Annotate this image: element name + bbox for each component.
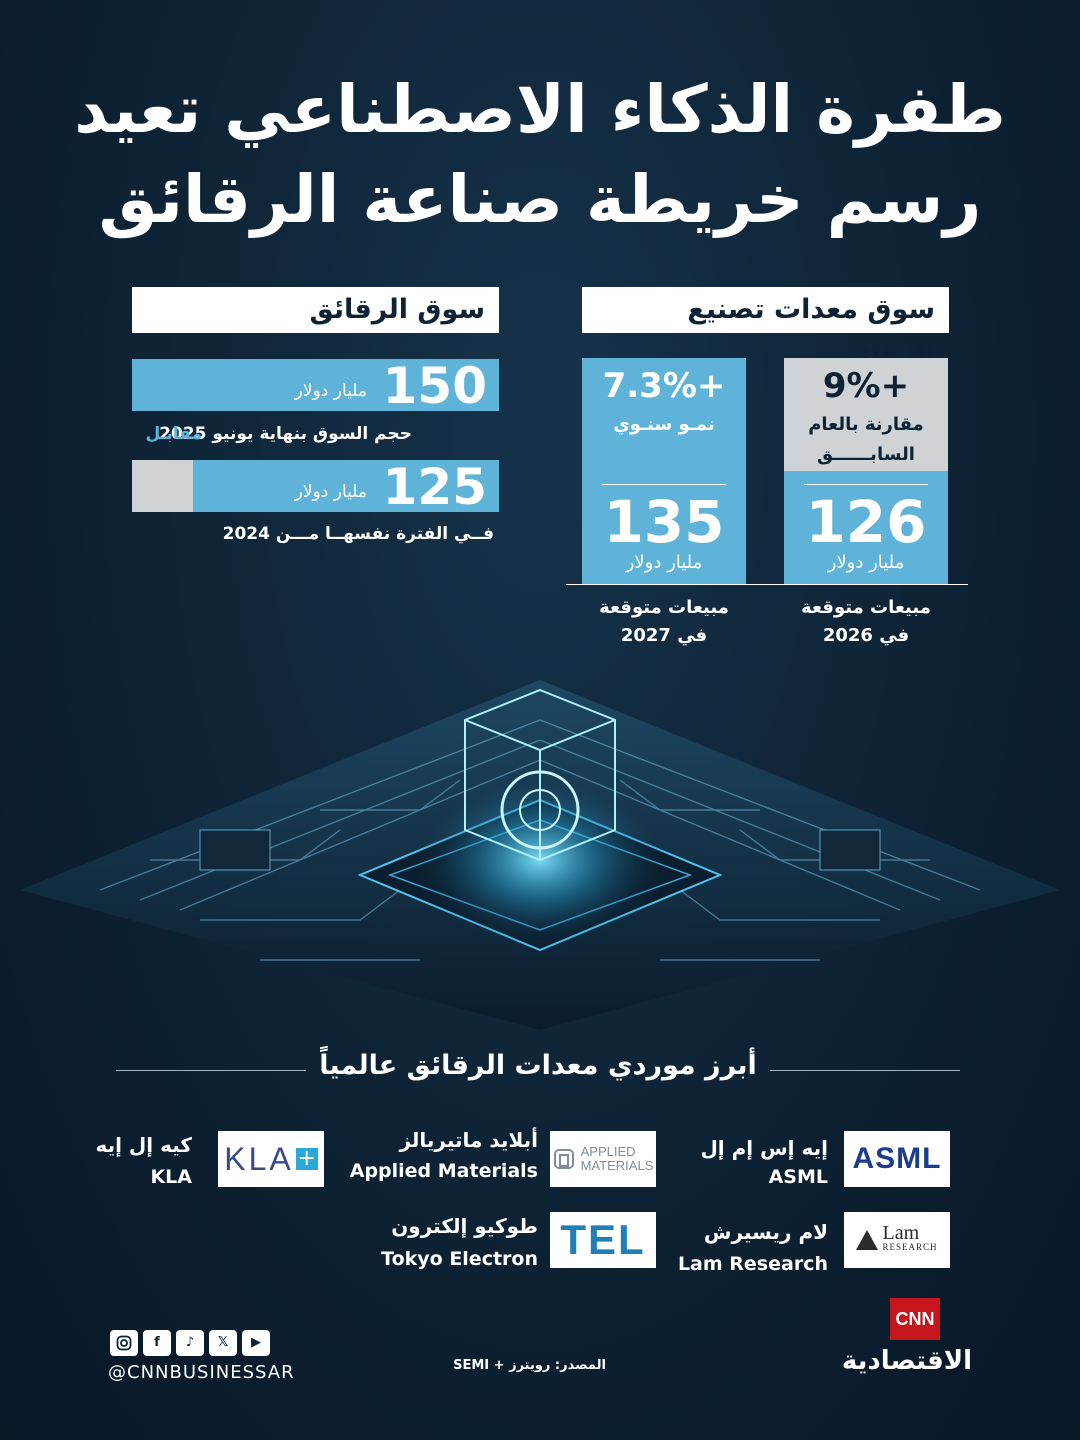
applied-materials-name-en: Applied Materials: [349, 1160, 538, 1182]
equipment-2027-unit: مليار دولار: [625, 552, 703, 573]
equipment-2026-growth-panel: [784, 358, 948, 471]
chip-market-current-value: 150: [382, 357, 487, 415]
youtube-icon[interactable]: ▶: [242, 1330, 270, 1356]
chip-market-current-unit: مليار دولار: [294, 381, 367, 401]
brand-arabic-wordmark: الاقتصادية: [841, 1346, 972, 1376]
equipment-2027-growth: +7.3%: [602, 366, 726, 406]
suppliers-divider-right: [770, 1070, 960, 1071]
equipment-2026-value: 126: [805, 488, 927, 556]
applied-materials-mark-icon: [553, 1149, 574, 1169]
chip-market-previous-bar: 125 مليار دولار: [132, 458, 499, 516]
equipment-2026-unit: مليار دولار: [827, 552, 905, 573]
equipment-market-header: سوق معدات تصنيع الرقائق: [582, 287, 949, 371]
equipment-2027-box: +7.3% نمـو سنـوي 135 مليار دولار: [582, 358, 746, 584]
kla-plus-icon: +: [295, 1146, 318, 1171]
cnn-logo: CNN: [890, 1298, 940, 1340]
tokyo-electron-name-ar: طوكيو إلكترون: [391, 1214, 538, 1238]
applied-materials-name-ar: أبلايد ماتيريالز: [399, 1128, 538, 1152]
lam-research-logo: Lam RESEARCH: [844, 1212, 950, 1268]
equipment-2027-caption-1: مبيعات متوقعة: [599, 597, 729, 618]
equipment-2026-growth: +9%: [822, 366, 910, 406]
equipment-2026-caption-1: مبيعات متوقعة: [801, 597, 931, 618]
suppliers-header: أبرز موردي معدات الرقائق عالمياً: [319, 1050, 757, 1081]
kla-logo: KLA +: [218, 1131, 324, 1187]
chip-market-header: سوق الرقائق: [132, 287, 499, 333]
asml-name-en: ASML: [768, 1166, 828, 1188]
social-handle[interactable]: @CNNBUSINESSAR: [108, 1362, 295, 1383]
tiktok-icon[interactable]: ♪: [176, 1330, 204, 1356]
equipment-2026-separator: [804, 484, 928, 485]
asml-logo: ASML: [844, 1131, 950, 1187]
x-icon[interactable]: 𝕏: [209, 1330, 237, 1356]
chip-market-current-bar: 150 مليار دولار: [132, 357, 499, 415]
chip-market-previous-value: 125: [382, 458, 487, 516]
lam-research-mark-icon: [856, 1230, 879, 1250]
chip-market-previous-unit: مليار دولار: [294, 482, 367, 502]
chip-market-previous-fill: [193, 460, 499, 512]
instagram-icon[interactable]: [110, 1330, 138, 1356]
kla-name-en: KLA: [150, 1166, 192, 1188]
chip-market-previous-caption: فــي الفترة نفسهــا مـــن 2024: [222, 524, 494, 544]
asml-name-ar: إيه إس إم إل: [700, 1136, 828, 1160]
lam-research-name-ar: لام ريسيرش: [703, 1220, 828, 1244]
equipment-2027-caption-2: في 2027: [620, 625, 708, 646]
equipment-2026-growth-label-1: مقارنة بالعام: [808, 414, 924, 435]
equipment-2026-box: +9% مقارنة بالعام السابــــــق 126 مليار…: [784, 358, 948, 584]
equipment-2027-value: 135: [603, 488, 725, 556]
source-note: المصدر: رويترز + SEMI: [453, 1358, 606, 1373]
equipment-2027-growth-label: نمـو سنـوي: [613, 414, 715, 435]
equipment-2026-growth-label-2: السابــــــق: [817, 444, 915, 465]
applied-materials-logo: APPLIED MATERIALS: [550, 1131, 656, 1187]
lam-research-name-en: Lam Research: [677, 1253, 828, 1275]
equipment-baseline: [566, 584, 968, 585]
kla-name-ar: كيه إل إيه: [95, 1133, 192, 1157]
facebook-icon[interactable]: f: [143, 1330, 171, 1356]
circuit-board-illustration: [20, 680, 1060, 1030]
chip-market-versus: مقابـل: [145, 424, 202, 444]
equipment-2026-caption-2: في 2026: [822, 625, 910, 646]
chip-market-current-caption: حجم السوق بنهاية يونيو 2025: [159, 424, 412, 444]
tokyo-electron-logo: TEL: [550, 1212, 656, 1268]
suppliers-divider-left: [116, 1070, 306, 1071]
title-line-2: رسم خريطة صناعة الرقائق: [98, 161, 982, 238]
equipment-2027-separator: [602, 484, 726, 485]
tokyo-electron-name-en: Tokyo Electron: [381, 1248, 538, 1270]
title-line-1: طفرة الذكاء الاصطناعي تعيد: [74, 71, 1006, 148]
